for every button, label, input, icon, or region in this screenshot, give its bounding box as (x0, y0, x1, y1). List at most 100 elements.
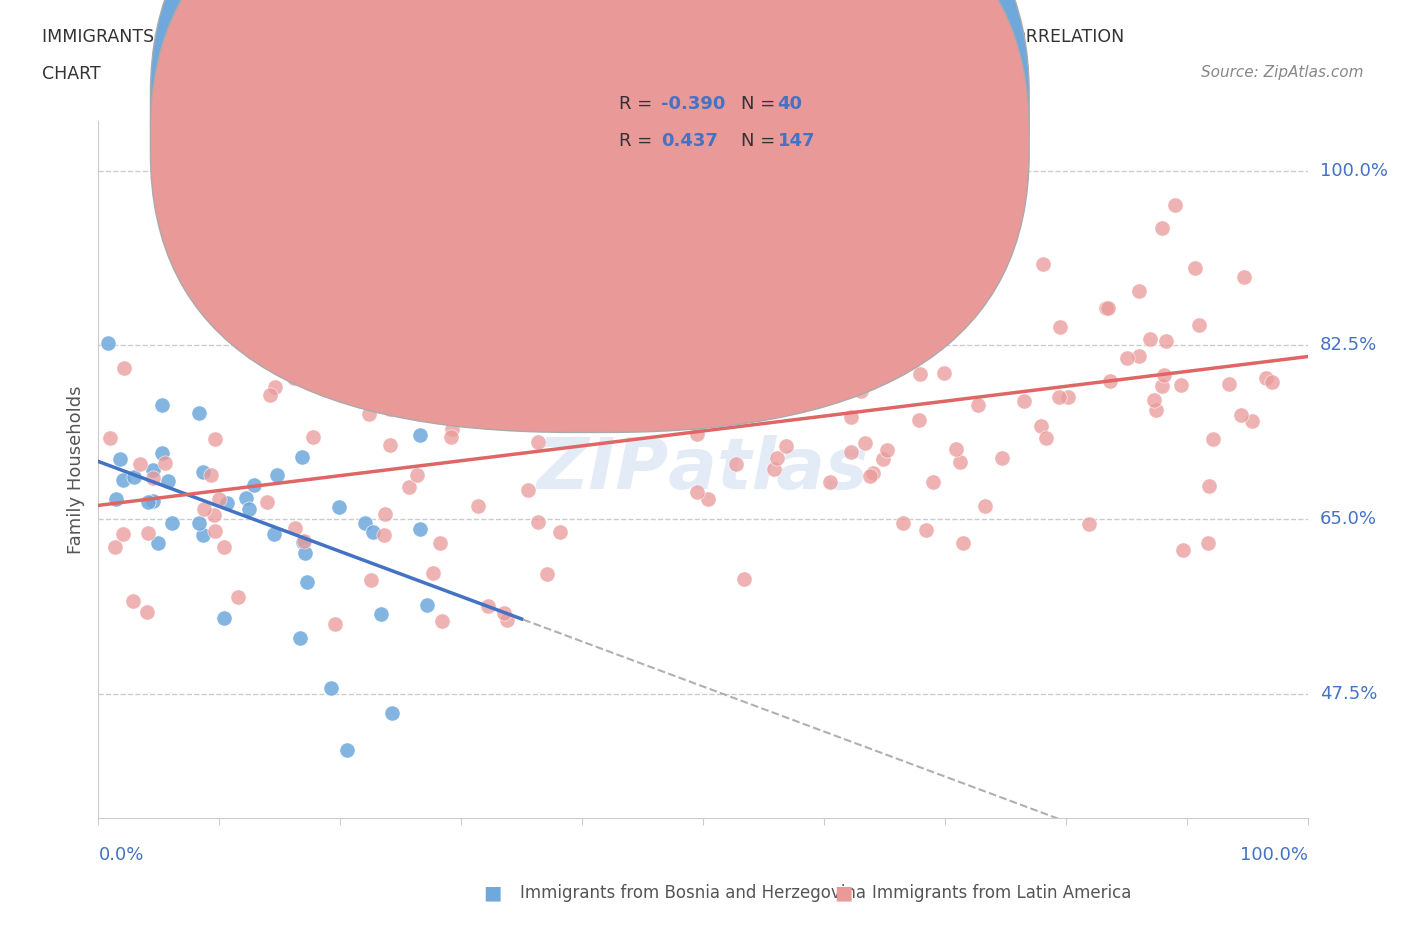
Text: 65.0%: 65.0% (1320, 511, 1376, 528)
Point (202, 508, 225, 523)
Point (1047, 390, 1070, 405)
Point (838, 291, 860, 306)
Point (859, 469, 882, 484)
Point (1188, 317, 1211, 332)
Point (471, 389, 494, 404)
Point (495, 613, 517, 628)
Text: -0.390: -0.390 (661, 95, 725, 113)
Point (361, 525, 384, 539)
Point (527, 514, 550, 529)
Point (763, 462, 786, 477)
Point (188, 515, 211, 530)
Point (111, 472, 134, 487)
Point (1198, 478, 1220, 493)
Point (505, 359, 527, 374)
Point (550, 525, 572, 539)
Point (200, 468, 222, 483)
Point (381, 400, 404, 415)
Point (381, 706, 404, 721)
Point (765, 451, 787, 466)
Y-axis label: Family Households: Family Households (66, 385, 84, 554)
Point (439, 430, 461, 445)
Text: 82.5%: 82.5% (1320, 336, 1376, 354)
Point (673, 356, 696, 371)
Point (212, 539, 235, 554)
Point (266, 467, 288, 482)
Point (160, 516, 183, 531)
Point (1099, 374, 1122, 389)
Point (136, 525, 159, 540)
Point (838, 353, 860, 368)
Point (122, 469, 145, 484)
Point (104, 539, 127, 554)
Point (872, 452, 894, 467)
Text: N =: N = (741, 95, 780, 113)
Point (862, 465, 884, 480)
Point (425, 374, 447, 389)
Point (851, 384, 873, 399)
Point (409, 521, 432, 536)
Point (302, 430, 325, 445)
Point (111, 526, 134, 541)
Point (212, 610, 235, 625)
Point (129, 457, 152, 472)
Point (153, 456, 176, 471)
Point (256, 494, 278, 509)
Point (1260, 375, 1282, 390)
Point (908, 413, 931, 428)
Point (1256, 370, 1278, 385)
Point (841, 445, 863, 459)
Point (915, 523, 938, 538)
Text: R =: R = (619, 132, 658, 151)
Point (749, 325, 772, 339)
Point (945, 442, 967, 457)
Point (1154, 333, 1177, 348)
Point (378, 438, 401, 453)
Point (150, 398, 173, 413)
Point (839, 409, 862, 424)
Point (323, 617, 346, 631)
Point (773, 279, 796, 294)
Point (991, 450, 1014, 465)
Point (336, 743, 359, 758)
Point (288, 631, 311, 645)
Point (409, 427, 432, 442)
Point (378, 402, 401, 417)
Text: Immigrants from Latin America: Immigrants from Latin America (872, 884, 1130, 902)
Point (204, 432, 226, 446)
Point (141, 470, 163, 485)
Point (264, 379, 287, 394)
Point (357, 406, 380, 421)
Point (235, 491, 257, 506)
Point (717, 402, 740, 417)
Point (187, 405, 209, 420)
Point (671, 375, 693, 390)
Text: CHART: CHART (42, 65, 101, 83)
Point (853, 436, 876, 451)
Text: ■: ■ (834, 884, 853, 902)
Point (859, 273, 882, 288)
Point (375, 330, 398, 345)
Point (697, 492, 720, 507)
Point (429, 536, 451, 551)
Point (1197, 536, 1219, 551)
Point (1049, 319, 1071, 334)
Point (1240, 414, 1263, 429)
Text: R =: R = (619, 95, 658, 113)
Text: IMMIGRANTS FROM BOSNIA AND HERZEGOVINA VS IMMIGRANTS FROM LATIN AMERICA FAMILY H: IMMIGRANTS FROM BOSNIA AND HERZEGOVINA V… (42, 28, 1125, 46)
Point (686, 427, 709, 442)
Point (243, 477, 266, 492)
Point (818, 474, 841, 489)
Point (100, 431, 122, 445)
Point (294, 545, 316, 560)
Point (527, 435, 550, 450)
Point (416, 598, 439, 613)
Point (422, 565, 444, 580)
Point (696, 259, 718, 274)
Point (1184, 260, 1206, 275)
Point (530, 318, 553, 333)
Text: 147: 147 (778, 132, 815, 151)
Point (952, 536, 974, 551)
Point (740, 403, 762, 418)
Point (299, 337, 322, 352)
